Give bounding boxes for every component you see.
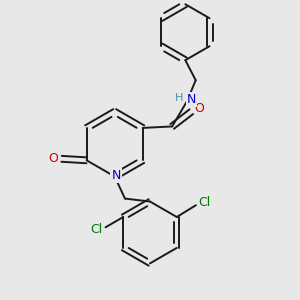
Text: Cl: Cl: [91, 223, 103, 236]
Text: N: N: [112, 169, 121, 182]
Text: O: O: [48, 152, 58, 165]
Text: N: N: [187, 93, 196, 106]
Text: H: H: [175, 93, 183, 103]
Text: O: O: [195, 102, 205, 115]
Text: Cl: Cl: [199, 196, 211, 209]
